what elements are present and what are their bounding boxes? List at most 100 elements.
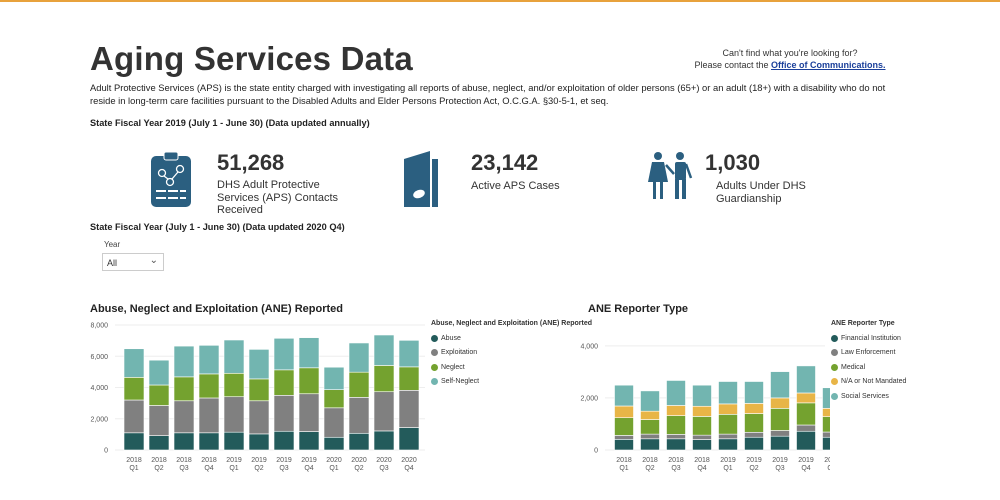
bar-segment-medical[interactable] [770,408,790,431]
bar-segment-neglect[interactable] [198,373,220,399]
bar-segment-financial-institution[interactable] [692,439,712,451]
bar-segment-law-enforcement[interactable] [744,431,764,438]
bar-segment-n-a-or-not-mandated[interactable] [692,405,712,417]
bar-segment-n-a-or-not-mandated[interactable] [614,405,634,419]
bar-segment-law-enforcement[interactable] [718,433,738,440]
legend-item[interactable]: Financial Institution [831,331,906,346]
bar-segment-abuse[interactable] [298,431,320,451]
legend-item[interactable]: Exploitation [431,346,592,361]
bar-segment-exploitation[interactable] [248,400,270,435]
bar-segment-exploitation[interactable] [123,399,145,434]
bar-segment-n-a-or-not-mandated[interactable] [666,405,686,416]
bar-segment-medical[interactable] [640,419,660,435]
office-of-communications-link[interactable]: Office of Communications. [771,60,886,70]
bar-segment-n-a-or-not-mandated[interactable] [822,408,831,417]
legend-item[interactable]: Neglect [431,360,592,375]
bar-segment-financial-institution[interactable] [666,438,686,451]
bar-segment-self-neglect[interactable] [148,359,170,386]
bar-segment-medical[interactable] [744,413,764,433]
bar-segment-neglect[interactable] [173,376,195,402]
legend-item[interactable]: Social Services [831,389,906,404]
bar-segment-abuse[interactable] [223,431,245,451]
bar-segment-law-enforcement[interactable] [614,435,634,440]
bar-segment-abuse[interactable] [323,436,345,451]
bar-segment-exploitation[interactable] [348,397,370,434]
bar-segment-medical[interactable] [796,402,816,426]
bar-segment-abuse[interactable] [398,427,420,451]
bar-segment-neglect[interactable] [398,366,420,391]
bar-segment-self-neglect[interactable] [123,348,145,378]
bar-segment-self-neglect[interactable] [298,337,320,369]
bar-segment-neglect[interactable] [373,365,395,393]
bar-segment-neglect[interactable] [223,372,245,398]
bar-segment-n-a-or-not-mandated[interactable] [796,392,816,404]
bar-segment-neglect[interactable] [298,367,320,395]
bar-segment-medical[interactable] [692,416,712,436]
bar-segment-law-enforcement[interactable] [692,434,712,440]
bar-segment-financial-institution[interactable] [770,435,790,451]
bar-segment-abuse[interactable] [273,430,295,451]
bar-segment-medical[interactable] [666,415,686,435]
bar-segment-exploitation[interactable] [148,405,170,436]
bar-segment-exploitation[interactable] [398,390,420,428]
bar-segment-exploitation[interactable] [198,397,220,434]
bar-segment-financial-institution[interactable] [640,438,660,451]
bar-segment-social-services[interactable] [666,380,686,406]
bar-segment-exploitation[interactable] [373,391,395,432]
bar-segment-law-enforcement[interactable] [666,434,686,440]
bar-segment-abuse[interactable] [248,433,270,451]
legend-item[interactable]: N/A or Not Mandated [831,375,906,390]
bar-segment-n-a-or-not-mandated[interactable] [770,397,790,409]
bar-segment-self-neglect[interactable] [223,339,245,374]
bar-segment-law-enforcement[interactable] [770,430,790,437]
bar-segment-social-services[interactable] [718,381,738,405]
bar-segment-self-neglect[interactable] [323,366,345,390]
bar-segment-neglect[interactable] [273,369,295,396]
bar-segment-medical[interactable] [718,414,738,435]
legend-item[interactable]: Abuse [431,331,592,346]
bar-segment-exploitation[interactable] [323,407,345,438]
bar-segment-neglect[interactable] [248,378,270,402]
bar-segment-n-a-or-not-mandated[interactable] [744,403,764,414]
bar-segment-neglect[interactable] [323,389,345,409]
bar-segment-social-services[interactable] [744,381,764,404]
bar-segment-abuse[interactable] [348,432,370,451]
bar-segment-law-enforcement[interactable] [822,431,831,438]
bar-segment-neglect[interactable] [148,384,170,406]
bar-segment-self-neglect[interactable] [198,345,220,375]
bar-segment-social-services[interactable] [614,384,634,407]
bar-segment-n-a-or-not-mandated[interactable] [718,403,738,415]
legend-item[interactable]: Law Enforcement [831,346,906,361]
bar-segment-financial-institution[interactable] [614,439,634,451]
legend-item[interactable]: Self-Neglect [431,375,592,390]
bar-segment-law-enforcement[interactable] [796,424,816,432]
bar-segment-social-services[interactable] [796,365,816,394]
legend-item[interactable]: Medical [831,360,906,375]
year-dropdown[interactable]: All ⌄ [102,253,164,271]
bar-segment-social-services[interactable] [822,387,831,409]
bar-segment-social-services[interactable] [692,384,712,407]
bar-segment-financial-institution[interactable] [718,438,738,451]
bar-segment-self-neglect[interactable] [373,334,395,366]
bar-segment-medical[interactable] [822,416,831,433]
bar-segment-neglect[interactable] [123,377,145,401]
bar-segment-abuse[interactable] [373,430,395,451]
bar-segment-n-a-or-not-mandated[interactable] [640,410,660,420]
bar-segment-self-neglect[interactable] [348,342,370,373]
bar-segment-exploitation[interactable] [298,393,320,432]
bar-segment-self-neglect[interactable] [398,340,420,368]
bar-segment-self-neglect[interactable] [273,337,295,371]
bar-segment-exploitation[interactable] [173,400,195,434]
bar-segment-abuse[interactable] [148,435,170,451]
bar-segment-self-neglect[interactable] [248,349,270,380]
bar-segment-exploitation[interactable] [223,396,245,433]
bar-segment-self-neglect[interactable] [173,345,195,378]
bar-segment-financial-institution[interactable] [744,436,764,451]
bar-segment-financial-institution[interactable] [796,430,816,451]
bar-segment-law-enforcement[interactable] [640,433,660,440]
bar-segment-abuse[interactable] [198,432,220,451]
bar-segment-neglect[interactable] [348,371,370,398]
bar-segment-social-services[interactable] [770,371,790,399]
bar-segment-abuse[interactable] [173,432,195,451]
bar-segment-exploitation[interactable] [273,395,295,432]
